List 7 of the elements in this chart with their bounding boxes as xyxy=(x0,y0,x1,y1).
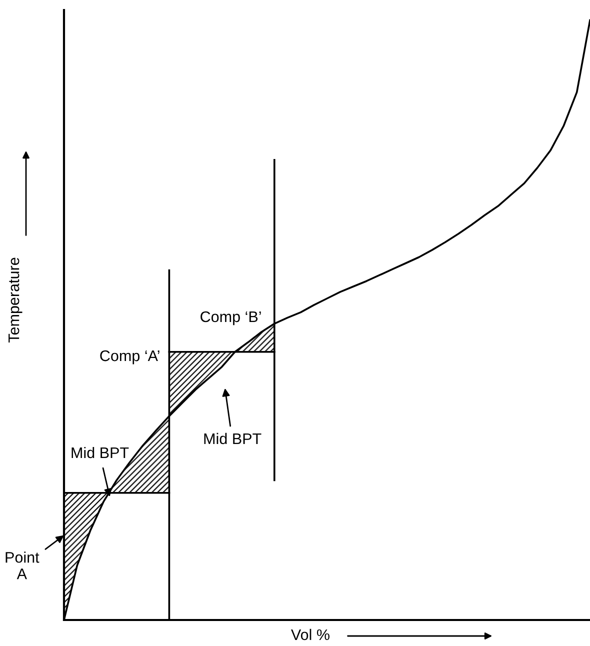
annotation: Comp ‘B’ xyxy=(200,311,261,326)
x-axis-title: Vol % xyxy=(290,628,330,640)
text: Point A xyxy=(6,552,40,580)
annotation: Comp ‘A’ xyxy=(100,350,160,364)
annotation: Mid BPT xyxy=(204,432,262,444)
y-axis-title: Temperature xyxy=(8,258,22,343)
annotation: Mid BPT xyxy=(72,446,129,458)
